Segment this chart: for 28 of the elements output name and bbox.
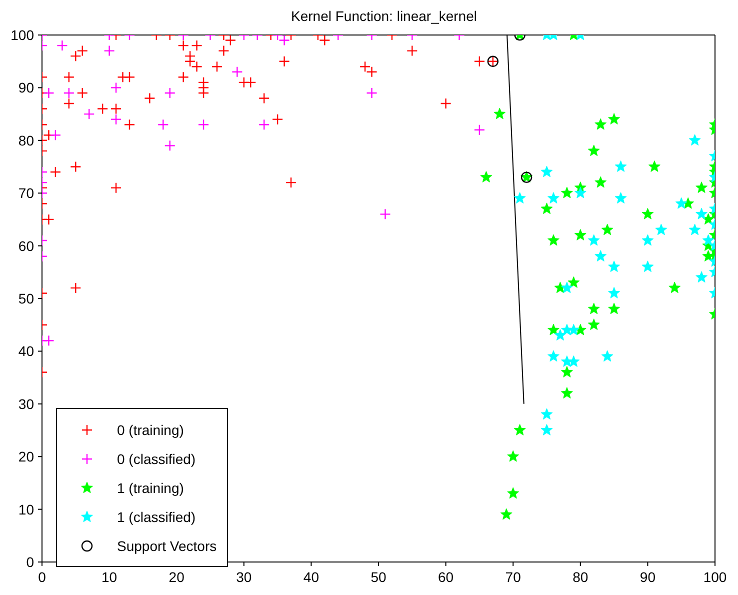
- x-tick-label: 50: [370, 568, 386, 585]
- legend-label: 1 (classified): [117, 508, 196, 524]
- y-tick-label: 20: [18, 448, 34, 465]
- x-tick-label: 20: [168, 568, 185, 585]
- legend-label: 1 (training): [117, 480, 184, 496]
- y-tick-label: 90: [18, 80, 34, 96]
- x-tick-label: 30: [236, 568, 252, 585]
- x-tick-label: 40: [303, 568, 320, 585]
- y-tick-label: 100: [10, 26, 34, 43]
- legend-label: 0 (training): [117, 422, 184, 438]
- legend-label: 0 (classified): [117, 450, 196, 466]
- x-tick-label: 80: [572, 568, 588, 585]
- legend-label: Support Vectors: [117, 538, 217, 554]
- x-tick-label: 10: [102, 568, 118, 585]
- y-tick-label: 50: [18, 290, 34, 306]
- y-tick-label: 10: [18, 501, 34, 518]
- x-tick-label: 60: [438, 568, 454, 585]
- y-tick-label: 0: [26, 554, 34, 570]
- y-tick-label: 70: [18, 185, 34, 202]
- y-tick-label: 40: [18, 343, 34, 360]
- x-tick-label: 70: [505, 568, 522, 585]
- y-tick-label: 60: [18, 238, 34, 254]
- x-tick-label: 0: [38, 568, 46, 585]
- chart-title: Kernel Function: linear_kernel: [290, 8, 478, 26]
- x-tick-label: 100: [703, 568, 727, 585]
- y-tick-label: 30: [18, 396, 34, 412]
- x-tick-label: 90: [640, 568, 656, 585]
- y-tick-label: 80: [18, 132, 34, 148]
